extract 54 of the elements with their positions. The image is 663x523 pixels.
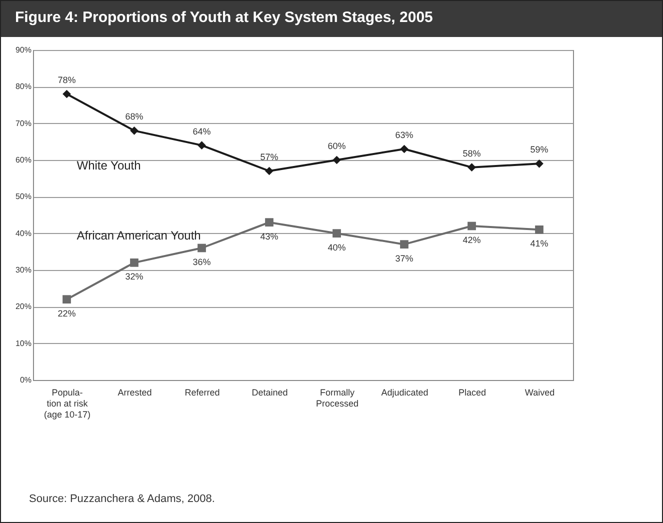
y-tick-label: 70% [15, 118, 32, 128]
point [535, 159, 544, 168]
data-label: 36% [192, 257, 211, 267]
y-tick-label: 60% [15, 156, 32, 164]
x-tick-label: Detained [252, 388, 288, 398]
y-tick-label: 90% [15, 46, 32, 54]
point [265, 166, 274, 176]
data-label: 42% [462, 235, 481, 245]
y-tick-label: 20% [15, 302, 32, 312]
data-label: 60% [328, 141, 346, 151]
text: White Youth [76, 158, 141, 173]
point [130, 126, 138, 135]
x-tick-label: Adjudicated [381, 388, 428, 398]
point [400, 144, 408, 154]
x-tick-label: Referred [184, 388, 220, 398]
data-label: 37% [395, 253, 414, 264]
series-label: African American Youth [76, 228, 201, 243]
data-label: 57% [260, 152, 278, 162]
y-tick-label: 80% [15, 82, 32, 92]
point [198, 244, 206, 252]
x-tick-label: Waived [524, 388, 555, 398]
data-label: 22% [58, 308, 76, 318]
point [265, 218, 274, 227]
y-tick-label: 0% [20, 376, 32, 384]
data-label: 59% [530, 144, 548, 155]
source-note: Source: Puzzanchera & Adams, 2008. [29, 493, 215, 505]
x-tick-label: Popula- tion at risk (age 10-17) [44, 388, 91, 420]
point [62, 90, 71, 98]
point [62, 295, 71, 304]
point [332, 229, 341, 238]
point [535, 225, 544, 234]
x-tick-label: Arrested [118, 388, 152, 398]
data-label: 58% [462, 148, 481, 158]
data-label: 43% [260, 231, 278, 242]
point [468, 222, 476, 230]
y-tick-label: 50% [15, 192, 32, 202]
x-tick-label: Formally Processed [316, 388, 359, 408]
data-label: 40% [328, 242, 346, 252]
y-tick-label: 30% [15, 266, 32, 274]
data-label: 41% [530, 238, 548, 249]
point [130, 258, 138, 267]
data-label: 63% [395, 130, 414, 140]
x-tick-label: Placed [458, 388, 486, 398]
y-tick-label: 10% [15, 338, 32, 348]
chart-title: Figure 4: Proportions of Youth at Key System Stages, 2005 [1, 1, 662, 37]
point [400, 240, 408, 249]
data-label: 64% [192, 126, 211, 136]
point [332, 156, 341, 164]
data-label: 68% [125, 112, 144, 122]
data-label: 32% [125, 272, 144, 282]
point [468, 163, 476, 172]
point [198, 141, 206, 150]
data-label: 78% [58, 75, 76, 85]
y-tick-label: 40% [15, 228, 32, 238]
